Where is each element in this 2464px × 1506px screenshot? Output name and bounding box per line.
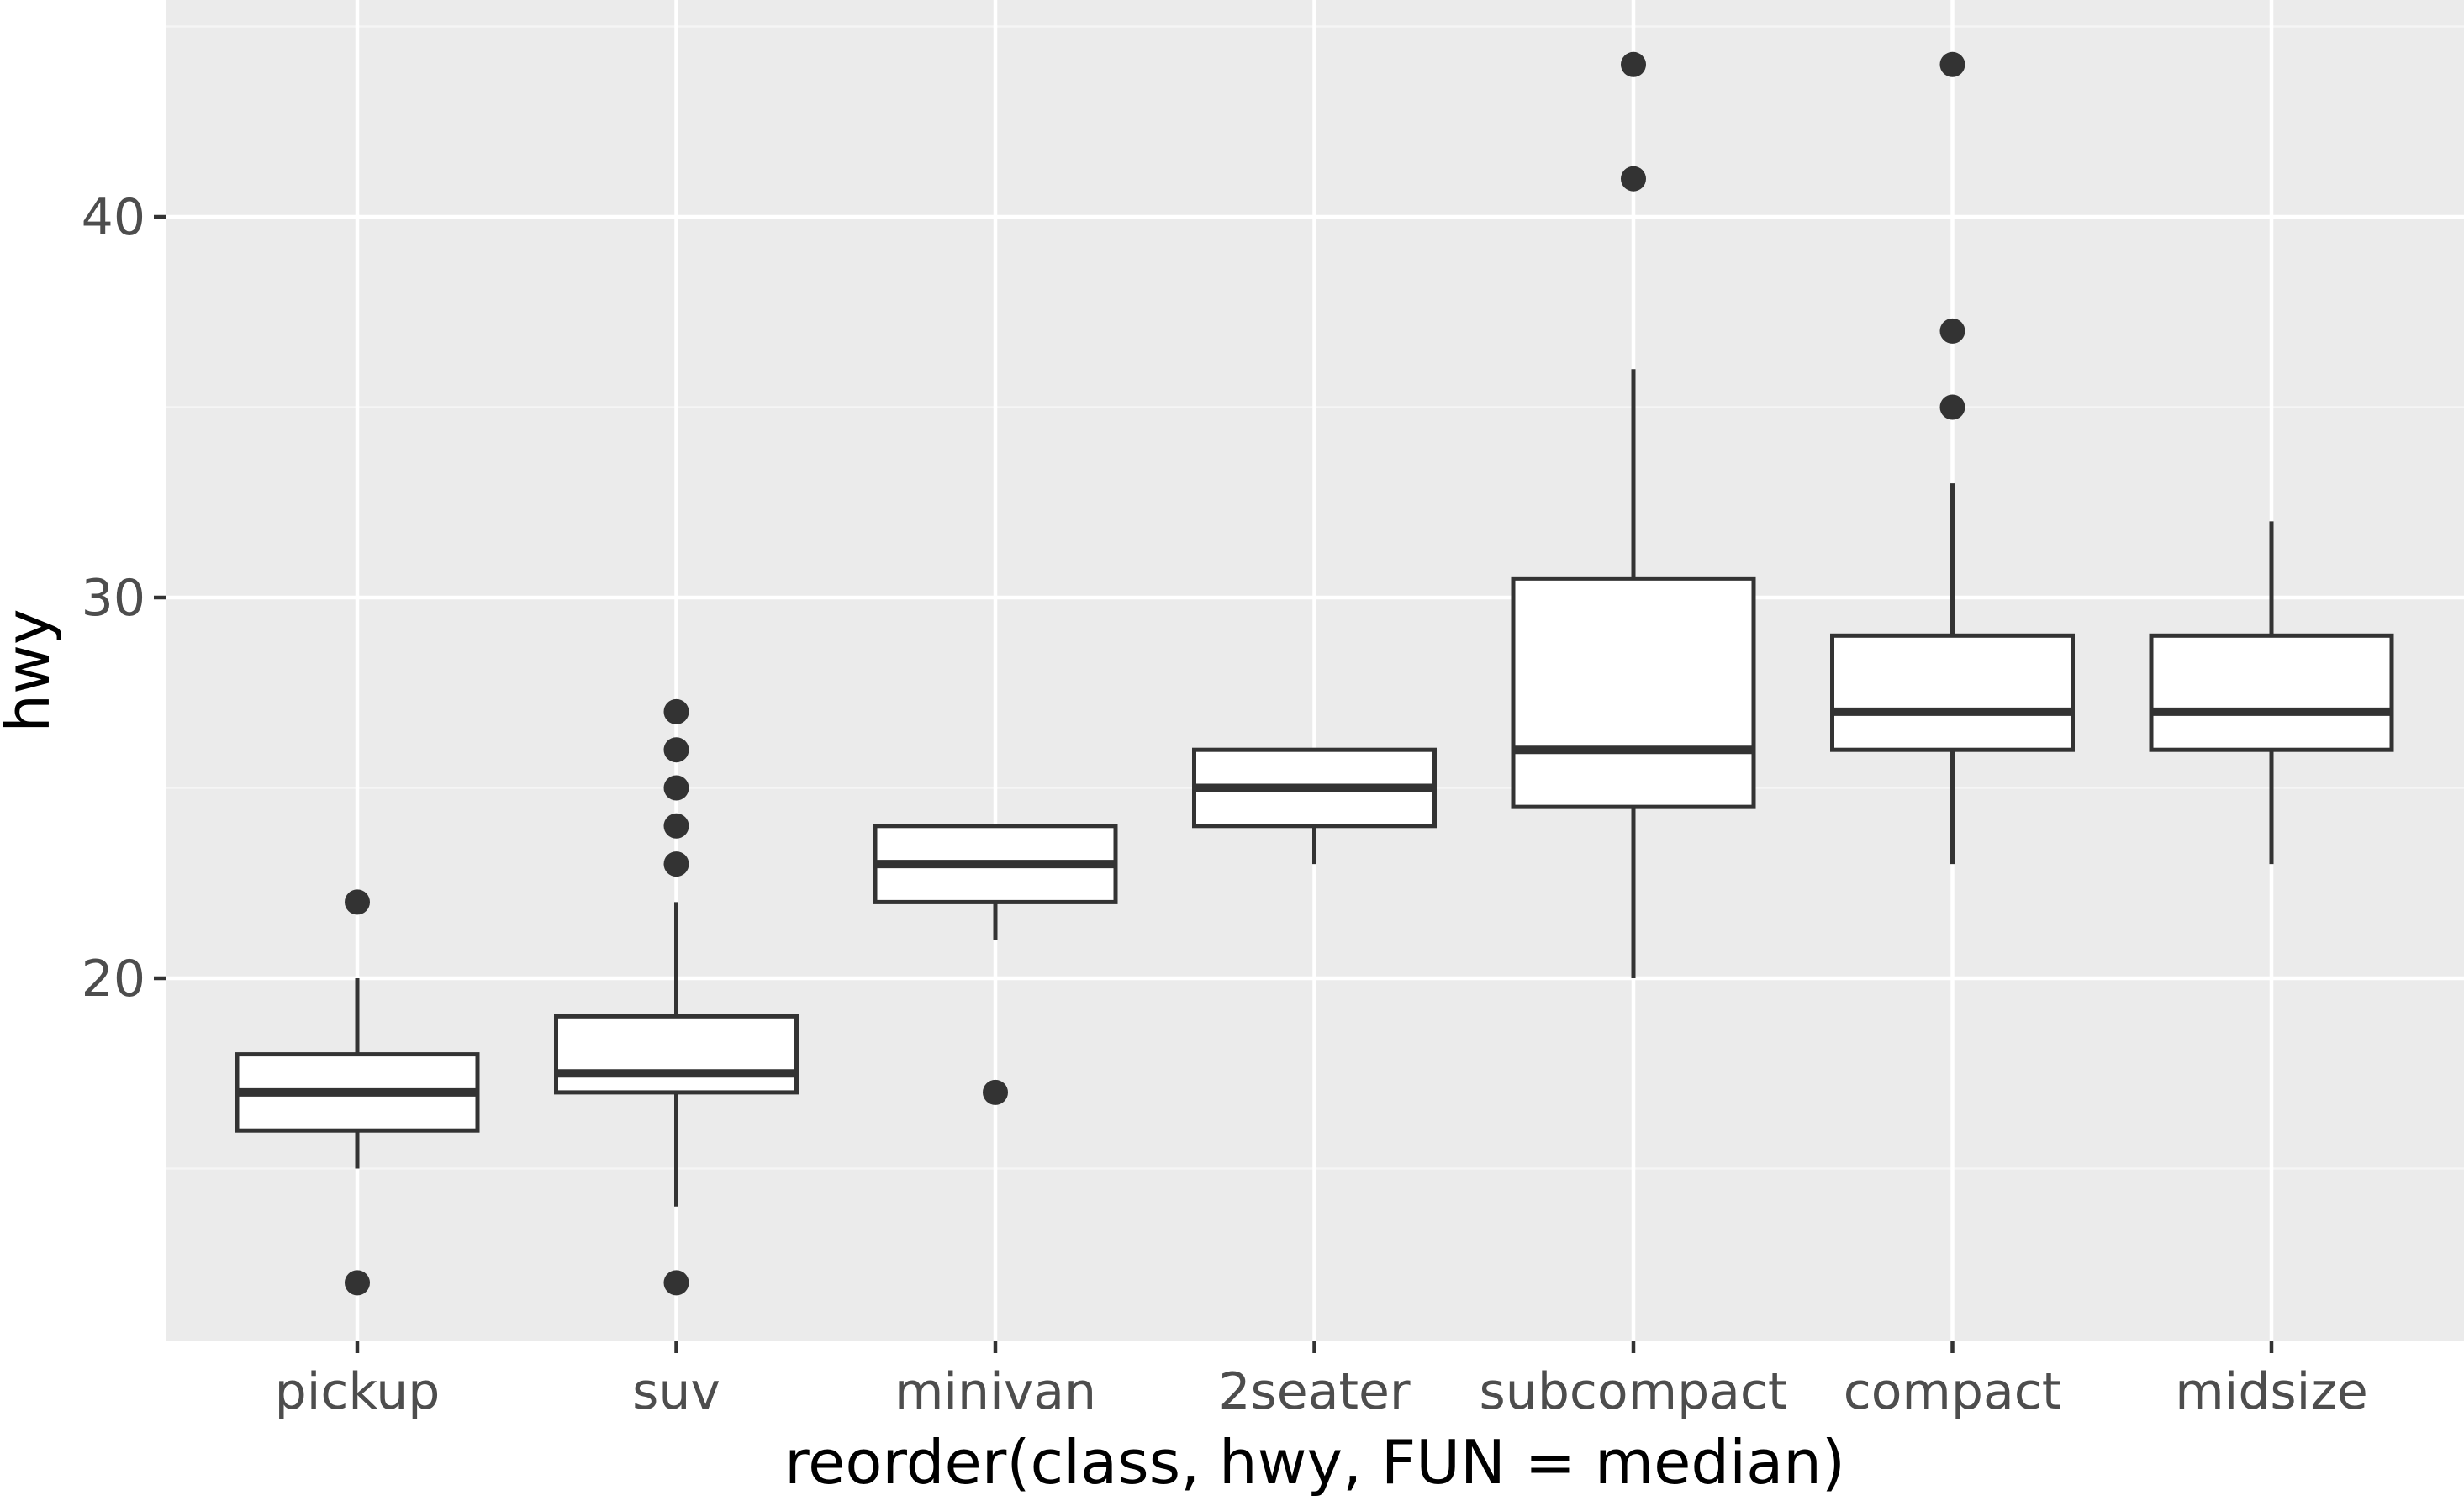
x-axis-title: reorder(class, hwy, FUN = median) [784, 1427, 1845, 1498]
outlier-point [663, 813, 689, 839]
box-2seater [1192, 747, 1437, 865]
x-tick-label: compact [1844, 1362, 2062, 1421]
outlier-point [1939, 51, 1965, 77]
x-tick-label: subcompact [1480, 1362, 1788, 1421]
outlier-point [663, 698, 689, 724]
box-suv [554, 698, 799, 1296]
x-tick-label: minivan [894, 1362, 1096, 1421]
outlier-point [1939, 318, 1965, 344]
y-axis-title: hwy [0, 608, 63, 732]
box-compact [1830, 51, 2075, 865]
outlier-point [983, 1079, 1008, 1105]
outlier-point [345, 889, 370, 915]
box-iqr [554, 1014, 799, 1095]
outlier-point [663, 775, 689, 801]
y-axis: 20 30 40 [82, 188, 166, 1008]
outlier-point [345, 1270, 370, 1296]
box-pickup [235, 889, 480, 1296]
box-iqr [1511, 576, 1756, 809]
box-midsize [2149, 521, 2394, 865]
outlier-point [663, 1270, 689, 1296]
outlier-point [1939, 394, 1965, 420]
x-axis: pickup suv minivan 2seater subcompact compact… [275, 1341, 2368, 1421]
x-tick-label: midsize [2175, 1362, 2368, 1421]
box-iqr [1830, 633, 2075, 752]
outlier-point [1621, 51, 1646, 77]
y-tick-label: 30 [82, 569, 145, 628]
box-subcompact [1511, 51, 1756, 978]
x-tick-label: 2seater [1218, 1362, 1411, 1421]
box-series [235, 51, 2394, 1296]
x-tick-label: suv [632, 1362, 720, 1421]
y-tick-label: 20 [82, 950, 145, 1008]
outlier-point [663, 737, 689, 763]
y-tick-label: 40 [82, 188, 145, 247]
box-iqr [2149, 633, 2394, 752]
outlier-point [663, 851, 689, 877]
outlier-point [1621, 166, 1646, 192]
x-tick-label: pickup [275, 1362, 441, 1421]
box-minivan [873, 824, 1118, 1105]
